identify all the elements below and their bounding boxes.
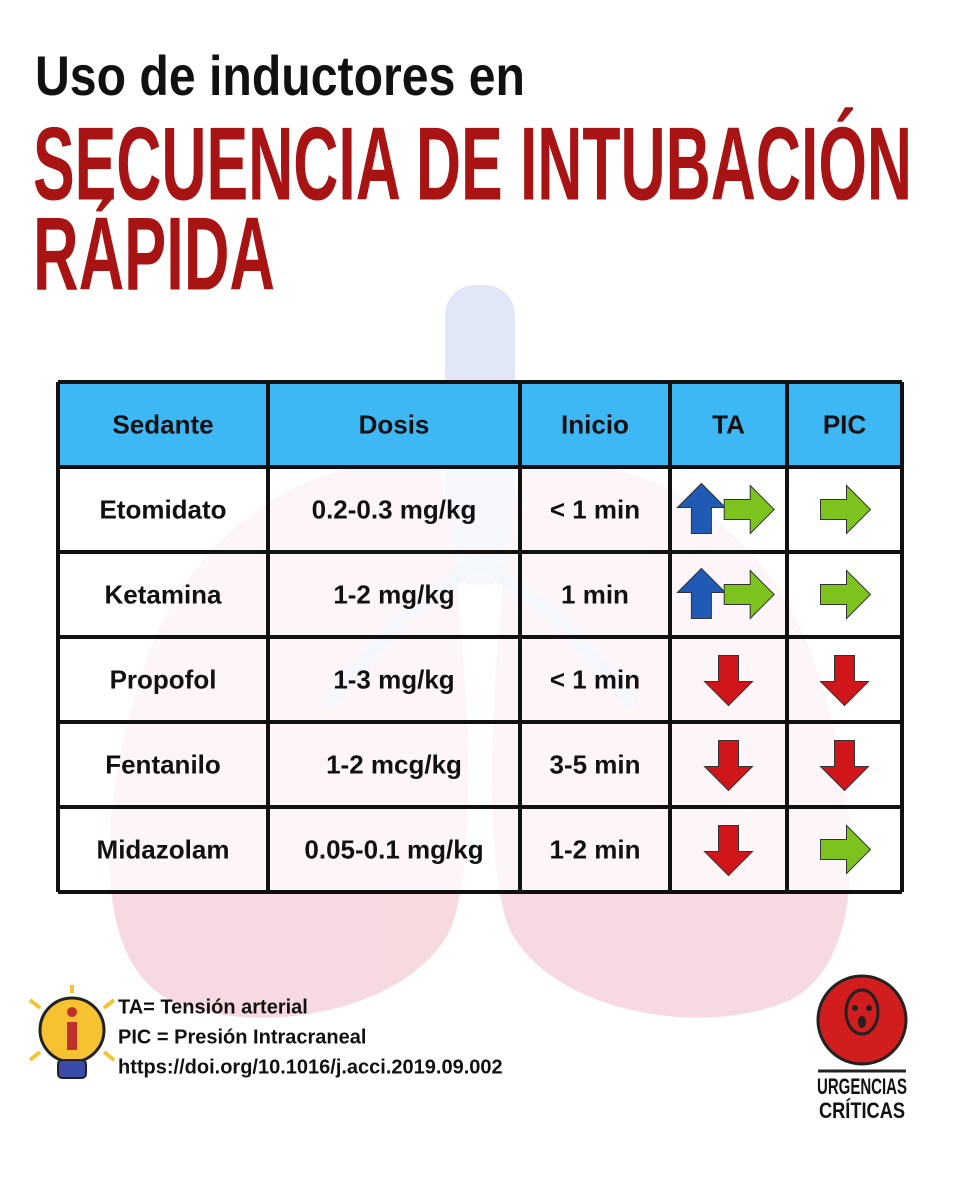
body [58,467,902,892]
cell: Fentanilo [105,749,221,779]
logo [816,974,908,1073]
footer-note: TA= Tensión arterial [118,996,308,1018]
cell: Etomidato [99,494,226,524]
cell: Propofol [110,664,217,694]
cell: 1 min [561,579,629,609]
logo-text: URGENCIAS [817,1074,907,1099]
footer-note: https://doi.org/10.1016/j.acci.2019.09.0… [118,1056,503,1078]
arrow-down [819,740,870,792]
cell: 0.2-0.3 mg/kg [312,494,477,524]
column-header: Inicio [561,409,629,439]
footer-note: PIC = Presión Intracraneal [118,1026,366,1048]
cell: 1-2 mcg/kg [326,749,462,779]
column-header: TA [712,409,745,439]
header-row [58,382,902,467]
title-line: RÁPIDA [33,196,275,312]
cell: < 1 min [550,494,640,524]
subtitle: Uso de inductores en [35,44,525,107]
cell: 1-2 mg/kg [333,579,454,609]
title-line: SECUENCIA DE INTUBACIÓN [33,106,912,222]
cell: Ketamina [104,579,222,609]
arrow-down [819,655,870,707]
column-header: Sedante [112,409,213,439]
cell: 3-5 min [549,749,640,779]
arrow-right [820,569,872,620]
cell: < 1 min [550,664,640,694]
arrow-right [820,484,872,535]
table: Sedante Dosis Inicio TA PIC Etomidato 0.2-0.3 … [56,380,904,894]
cell: Midazolam [97,834,230,864]
arrow-up [676,482,727,534]
cell: 1-3 mg/kg [333,664,454,694]
column-header: Dosis [359,409,430,439]
arrow-down [703,740,754,792]
cell: 1-2 min [549,834,640,864]
logo-text: CRÍTICAS [819,1098,905,1123]
arrow-right [723,569,775,620]
cell: 0.05-0.1 mg/kg [304,834,483,864]
arrow-right [723,484,775,535]
arrow-down [703,655,754,707]
info-icon [28,985,116,1079]
arrow-up [676,567,727,619]
column-header: PIC [823,409,867,439]
arrow-down [703,825,754,877]
arrow-right [820,824,872,875]
